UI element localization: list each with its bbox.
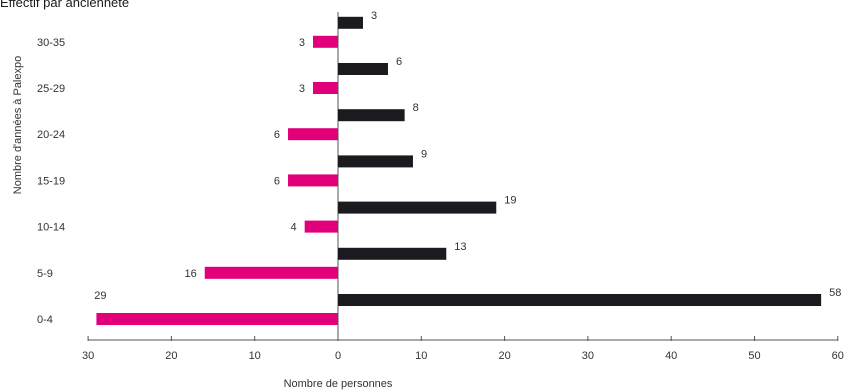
- category-label: 10-14: [37, 222, 65, 234]
- x-tick-label: 40: [665, 350, 677, 362]
- category-label: 30-35: [37, 37, 65, 49]
- x-tick-label: 60: [832, 350, 844, 362]
- category-label: 15-19: [37, 175, 65, 187]
- x-axis-title: Nombre de personnes: [284, 378, 393, 390]
- x-tick-label: 0: [335, 350, 341, 362]
- value-label-left: 4: [291, 222, 297, 234]
- y-axis-title: Nombre d'années à Palexpo: [12, 56, 24, 194]
- value-label-right: 3: [371, 10, 377, 22]
- bar-right: [338, 247, 447, 260]
- bar-right: [338, 109, 405, 122]
- x-tick-label: 50: [748, 350, 760, 362]
- x-tick-label: 30: [582, 350, 594, 362]
- category-label: 25-29: [37, 83, 65, 95]
- bar-right: [338, 16, 363, 29]
- bar-right: [338, 294, 822, 306]
- value-label-left: 3: [299, 83, 305, 95]
- bars: [96, 16, 822, 325]
- axes: [87, 12, 839, 341]
- x-tick-label: 20: [498, 350, 510, 362]
- category-label: 20-24: [37, 129, 65, 141]
- value-label-right: 13: [454, 241, 466, 253]
- bar-left: [96, 313, 339, 325]
- bar-right: [338, 155, 413, 168]
- bar-left: [204, 266, 338, 279]
- bar-left: [288, 128, 338, 141]
- x-tick-label: 30: [82, 350, 94, 362]
- bar-right: [338, 63, 388, 75]
- chart-title: Effectif par ancienneté: [0, 0, 130, 10]
- bar-right: [338, 201, 497, 214]
- bar-left: [313, 82, 338, 94]
- bar-left: [313, 35, 338, 48]
- value-label-left: 16: [184, 268, 196, 280]
- x-tick-label: 20: [165, 350, 177, 362]
- bar-left: [288, 174, 338, 187]
- value-label-left: 6: [274, 175, 280, 187]
- value-label-right: 9: [421, 148, 427, 160]
- value-label-right: 19: [504, 195, 516, 207]
- x-tick-label: 10: [249, 350, 261, 362]
- bar-left: [304, 220, 338, 233]
- category-label: 5-9: [37, 268, 53, 280]
- value-label-left: 6: [274, 129, 280, 141]
- value-label-left: 3: [299, 37, 305, 49]
- value-label-right: 58: [829, 287, 841, 299]
- x-tick-label: 10: [415, 350, 427, 362]
- value-label-right: 8: [413, 102, 419, 114]
- labels: 30 20 10 0 10 20 30 40 50 60 0-4 5-9 10-14 15-19 20-24…: [37, 10, 844, 362]
- value-label-right: 6: [396, 56, 402, 68]
- category-label: 0-4: [37, 314, 53, 326]
- value-label-left: 29: [94, 290, 106, 302]
